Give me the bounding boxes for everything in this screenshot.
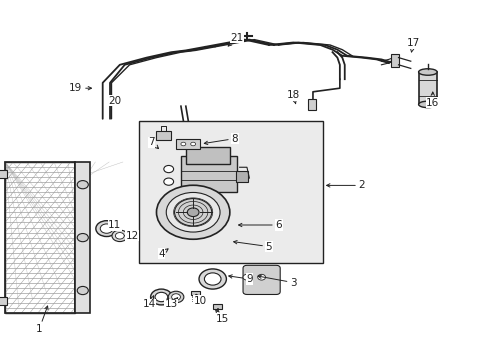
Bar	[0, 297, 7, 305]
Circle shape	[77, 287, 88, 294]
Ellipse shape	[418, 69, 436, 75]
FancyBboxPatch shape	[243, 265, 280, 294]
Circle shape	[168, 291, 183, 303]
Circle shape	[171, 294, 180, 300]
Bar	[390, 54, 398, 67]
Text: 2: 2	[326, 180, 365, 190]
Circle shape	[150, 289, 172, 305]
Bar	[5, 162, 75, 313]
Circle shape	[181, 142, 185, 146]
Bar	[190, 291, 200, 295]
Text: 4: 4	[158, 249, 168, 259]
Circle shape	[174, 199, 211, 226]
Text: 12: 12	[124, 231, 139, 241]
Bar	[307, 99, 315, 110]
Bar	[213, 304, 222, 309]
Circle shape	[163, 166, 173, 173]
Circle shape	[187, 208, 199, 217]
Text: 16: 16	[425, 92, 439, 108]
Text: 13: 13	[164, 298, 178, 309]
Text: 11: 11	[108, 220, 122, 230]
Circle shape	[115, 233, 124, 239]
Circle shape	[155, 292, 167, 302]
Bar	[236, 171, 248, 182]
Bar	[181, 157, 237, 193]
Text: 20: 20	[108, 96, 121, 106]
Circle shape	[199, 269, 226, 289]
Circle shape	[166, 193, 220, 232]
Text: 7: 7	[148, 137, 158, 149]
Circle shape	[96, 221, 117, 237]
Text: 19: 19	[69, 83, 91, 93]
Circle shape	[204, 273, 221, 285]
Circle shape	[257, 274, 265, 280]
Bar	[418, 72, 436, 104]
Circle shape	[177, 212, 199, 228]
Text: 21: 21	[228, 33, 244, 46]
Bar	[5, 162, 75, 313]
Text: 10: 10	[194, 294, 206, 306]
Text: 1: 1	[36, 306, 48, 334]
Text: 6: 6	[238, 220, 282, 230]
Text: 8: 8	[204, 134, 238, 144]
Text: 5: 5	[233, 240, 272, 252]
Bar	[139, 121, 322, 263]
Bar	[185, 148, 229, 164]
Circle shape	[243, 274, 250, 280]
Circle shape	[163, 178, 173, 185]
Bar	[75, 162, 90, 313]
Text: 3: 3	[258, 275, 296, 288]
Ellipse shape	[418, 101, 436, 108]
Circle shape	[100, 224, 113, 233]
Circle shape	[77, 234, 88, 242]
Text: 9: 9	[228, 274, 252, 284]
Text: 18: 18	[286, 90, 300, 104]
Text: 15: 15	[215, 310, 229, 324]
Circle shape	[156, 185, 229, 239]
Circle shape	[77, 181, 88, 189]
Text: 14: 14	[142, 296, 156, 309]
Bar	[156, 131, 171, 140]
Bar	[176, 139, 200, 149]
Circle shape	[112, 230, 127, 242]
Circle shape	[190, 142, 195, 146]
Bar	[0, 170, 7, 179]
Text: 17: 17	[406, 38, 419, 52]
